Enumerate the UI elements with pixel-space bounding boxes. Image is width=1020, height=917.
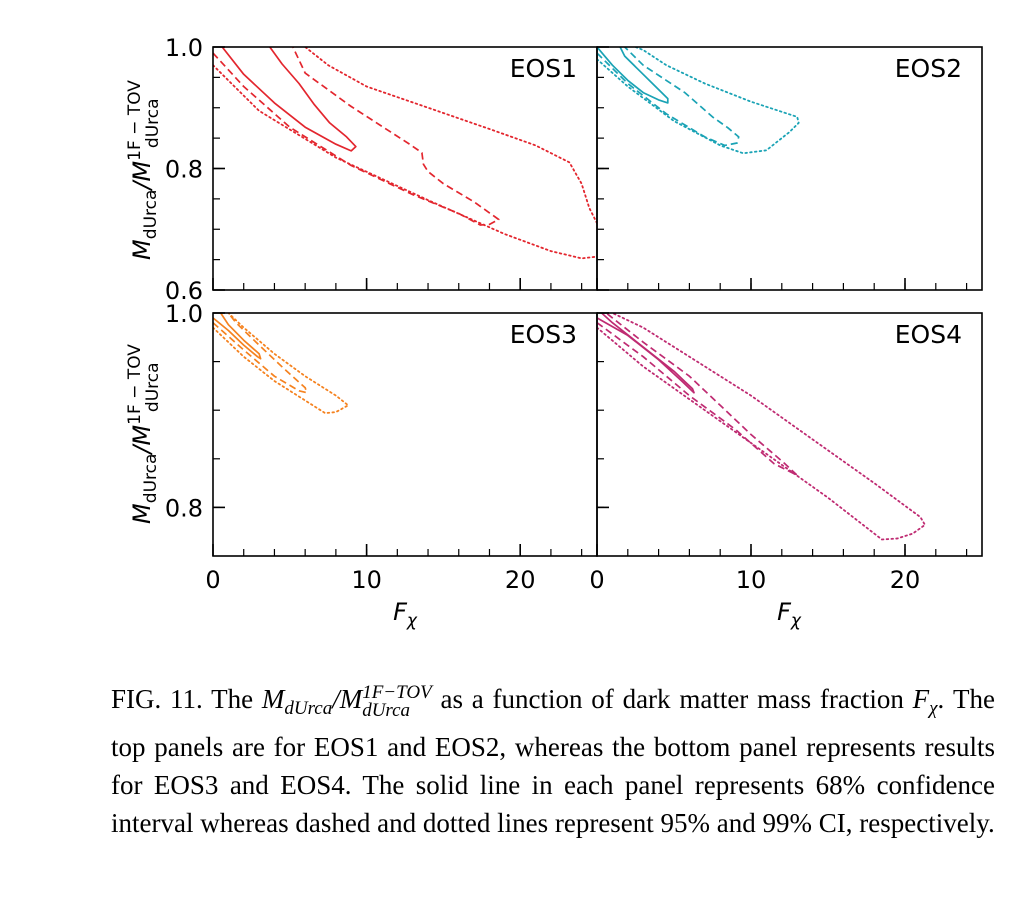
contour-95-dashed bbox=[213, 47, 500, 226]
panels-group: 0.6 0.8 1.0 EOS1 EOS2 0 10 20 0.8 1.0 EOS3 0 10 20 EOS… bbox=[165, 34, 983, 594]
xlabel-f: F bbox=[393, 598, 408, 626]
y-axis-label-bottom: MdUrca/M1F − TOVdUrca bbox=[125, 344, 163, 524]
x-tick-label: 10 bbox=[736, 566, 767, 594]
contour-95-dashed bbox=[597, 313, 799, 477]
caption-lead: FIG. 11. The bbox=[111, 684, 262, 714]
contour-68-solid bbox=[597, 47, 669, 104]
panel-eos4: 0 10 20 EOS4 bbox=[589, 312, 983, 594]
x-axis-label-left: Fχ bbox=[393, 598, 418, 631]
y-tick-label: 1.0 bbox=[165, 300, 203, 328]
svg-text:MdUrca/M1F − TOVdUrca: MdUrca/M1F − TOVdUrca bbox=[125, 80, 163, 260]
ylabel-sub: dUrca bbox=[141, 454, 161, 504]
panel-eos1: 0.6 0.8 1.0 EOS1 bbox=[165, 34, 598, 305]
ylabel-m: M bbox=[128, 239, 156, 260]
contours bbox=[213, 47, 597, 260]
xlabel-sub: χ bbox=[790, 611, 802, 631]
axes-frame bbox=[212, 46, 598, 291]
contour-99-dotted bbox=[304, 47, 597, 225]
caption-math-f: F bbox=[912, 684, 930, 714]
contour-68-solid bbox=[221, 47, 357, 152]
caption-math-slash: /M bbox=[332, 684, 363, 714]
caption-math-supsub: 1F−TOV dUrca bbox=[362, 681, 432, 721]
y-tick-label: 0.6 bbox=[165, 277, 203, 305]
panel-eos3: 0 10 20 0.8 1.0 EOS3 bbox=[165, 300, 598, 594]
contour-68-solid bbox=[213, 313, 262, 360]
x-tick-label: 0 bbox=[205, 566, 220, 594]
y-tick-label: 0.8 bbox=[165, 494, 203, 522]
contour-99-dotted bbox=[597, 313, 926, 541]
y-tick-label: 1.0 bbox=[165, 34, 203, 62]
contour-99-dotted bbox=[213, 313, 350, 414]
contours bbox=[597, 313, 926, 541]
panel-label: EOS4 bbox=[895, 320, 962, 349]
caption-math-m: M bbox=[261, 684, 285, 714]
ylabel-sub: dUrca bbox=[141, 190, 161, 240]
contour-99-dotted bbox=[597, 47, 800, 155]
contour-99-dotted bbox=[213, 64, 597, 260]
panel-eos2: EOS2 bbox=[596, 46, 983, 291]
contour-95-dashed bbox=[597, 47, 740, 147]
contours bbox=[597, 47, 800, 155]
axes-frame bbox=[596, 312, 983, 557]
caption-math-sub2: dUrca bbox=[362, 699, 411, 721]
x-axis-label-right: Fχ bbox=[777, 598, 802, 631]
y-tick-label: 0.8 bbox=[165, 156, 203, 184]
figure-caption: FIG. 11. The MdUrca/M 1F−TOV dUrca as a fu… bbox=[111, 680, 995, 842]
x-tick-label: 0 bbox=[589, 566, 604, 594]
xlabel-f: F bbox=[777, 598, 792, 626]
ylabel-sup: 1F − TOV bbox=[125, 344, 145, 425]
x-tick-label: 20 bbox=[890, 566, 921, 594]
ylabel-slash: /M bbox=[128, 425, 156, 456]
axes-frame bbox=[212, 312, 598, 557]
ylabel-m: M bbox=[128, 503, 156, 524]
axes-frame bbox=[596, 46, 983, 291]
caption-math-f-sub: χ bbox=[929, 698, 938, 719]
contour-68-solid bbox=[597, 313, 695, 394]
contours bbox=[213, 313, 350, 414]
y-axis-label-top: MdUrca/M1F − TOVdUrca bbox=[125, 80, 163, 260]
panel-label: EOS2 bbox=[895, 54, 962, 83]
caption-after-math: as a function of dark matter mass fracti… bbox=[431, 684, 913, 714]
caption-rest: . The top panels are for EOS1 and EOS2, … bbox=[111, 684, 995, 838]
xlabel-sub: χ bbox=[406, 611, 418, 631]
contour-95-dashed bbox=[213, 313, 308, 394]
caption-math-sub: dUrca bbox=[284, 698, 333, 719]
ylabel-sub2: dUrca bbox=[143, 362, 163, 412]
x-tick-label: 10 bbox=[351, 566, 382, 594]
ylabel-sub2: dUrca bbox=[143, 98, 163, 148]
ylabel-slash: /M bbox=[128, 161, 156, 192]
caption-math-sup: 1F−TOV bbox=[362, 681, 432, 703]
x-tick-label: 20 bbox=[505, 566, 536, 594]
svg-text:MdUrca/M1F − TOVdUrca: MdUrca/M1F − TOVdUrca bbox=[125, 344, 163, 524]
figure: 0.6 0.8 1.0 EOS1 EOS2 0 10 20 0.8 1.0 EOS3 0 10 20 EOS… bbox=[125, 34, 983, 631]
panel-label: EOS1 bbox=[510, 54, 577, 83]
panel-label: EOS3 bbox=[510, 320, 577, 349]
ylabel-sup: 1F − TOV bbox=[125, 80, 145, 161]
